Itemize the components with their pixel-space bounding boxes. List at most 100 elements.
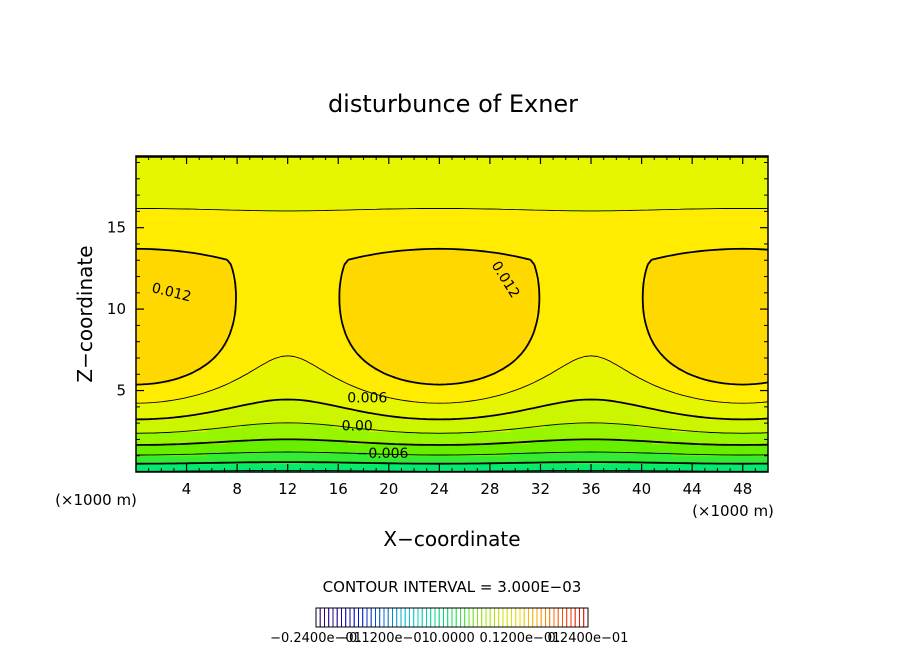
contour-cell	[206, 415, 213, 420]
contour-cell	[166, 180, 172, 185]
contour-cell	[237, 269, 243, 275]
contour-cell	[242, 277, 248, 283]
contour-cell	[383, 228, 390, 234]
contour-cell	[383, 419, 390, 424]
contour-cell	[449, 293, 456, 299]
contour-cell	[383, 176, 390, 181]
contour-cell	[186, 314, 193, 319]
contour-cell	[424, 305, 430, 311]
contour-cell	[216, 374, 223, 380]
contour-cell	[449, 192, 456, 198]
contour-cell	[277, 305, 284, 311]
contour-cell	[282, 200, 289, 206]
contour-cell	[403, 220, 410, 226]
contour-cell	[257, 330, 263, 335]
contour-cell	[434, 403, 440, 408]
contour-cell	[414, 200, 420, 206]
contour-cell	[151, 443, 157, 449]
contour-cell	[378, 427, 385, 433]
contour-cell	[323, 350, 329, 356]
contour-cell	[141, 305, 147, 311]
contour-cell	[353, 249, 360, 254]
contour-cell	[414, 192, 420, 198]
contour-cell	[191, 220, 198, 226]
contour-cell	[161, 156, 167, 161]
contour-cell	[257, 378, 263, 384]
contour-cell	[242, 253, 248, 258]
contour-cell	[307, 330, 314, 335]
contour-cell	[429, 374, 435, 380]
contour-cell	[449, 346, 456, 352]
contour-cell	[328, 281, 334, 287]
contour-cell	[333, 435, 339, 441]
contour-cell	[247, 366, 253, 372]
contour-cell	[388, 269, 395, 275]
contour-cell	[232, 350, 238, 356]
contour-cell	[333, 245, 339, 250]
contour-cell	[419, 431, 425, 437]
contour-cell	[221, 451, 228, 457]
contour-cell	[323, 172, 329, 177]
contour-cell	[176, 180, 183, 185]
contour-cell	[211, 168, 218, 173]
contour-cell	[277, 370, 284, 376]
contour-cell	[252, 228, 258, 234]
contour-cell	[302, 301, 309, 307]
contour-cell	[297, 277, 304, 283]
contour-cell	[398, 228, 405, 234]
contour-cell	[221, 293, 228, 299]
contour-cell	[141, 346, 147, 352]
contour-cell	[403, 237, 410, 242]
contour-cell	[449, 338, 456, 343]
contour-cell	[227, 358, 233, 364]
contour-cell	[267, 188, 274, 194]
contour-cell	[171, 265, 178, 271]
contour-cell	[449, 419, 456, 424]
contour-cell	[383, 326, 390, 331]
contour-cell	[383, 382, 390, 388]
contour-cell	[156, 399, 162, 404]
contour-cell	[424, 378, 430, 384]
contour-cell	[358, 216, 365, 222]
contour-cell	[368, 208, 375, 214]
contour-cell	[383, 301, 390, 307]
contour-cell	[318, 273, 324, 279]
contour-cell	[211, 224, 218, 230]
contour-cell	[252, 293, 258, 299]
contour-cell	[403, 322, 410, 327]
contour-cell	[211, 257, 218, 262]
contour-cell	[247, 164, 253, 169]
contour-cell	[247, 403, 253, 408]
contour-cell	[368, 200, 375, 206]
contour-cell	[227, 176, 233, 181]
contour-cell	[201, 415, 208, 420]
contour-cell	[237, 249, 243, 254]
contour-cell	[429, 237, 435, 242]
contour-cell	[434, 208, 440, 214]
contour-cell	[383, 168, 390, 173]
contour-cell	[429, 176, 435, 181]
contour-cell	[277, 253, 284, 258]
contour-cell	[141, 192, 147, 198]
contour-cell	[444, 257, 451, 262]
contour-cell	[257, 204, 263, 210]
contour-cell	[328, 447, 334, 453]
contour-cell	[211, 160, 218, 165]
contour-cell	[449, 415, 456, 420]
contour-cell	[201, 204, 208, 210]
contour-cell	[282, 399, 289, 404]
contour-cell	[328, 261, 334, 266]
contour-cell	[343, 318, 349, 323]
contour-cell	[414, 241, 420, 246]
contour-cell	[424, 403, 430, 408]
contour-cell	[444, 451, 451, 457]
contour-cell	[206, 403, 213, 408]
contour-cell	[323, 455, 329, 461]
contour-cell	[419, 382, 425, 388]
contour-cell	[292, 378, 299, 384]
contour-cell	[302, 196, 309, 202]
contour-cell	[267, 273, 274, 279]
contour-cell	[216, 156, 223, 161]
contour-cell	[136, 314, 142, 319]
contour-cell	[333, 467, 339, 472]
